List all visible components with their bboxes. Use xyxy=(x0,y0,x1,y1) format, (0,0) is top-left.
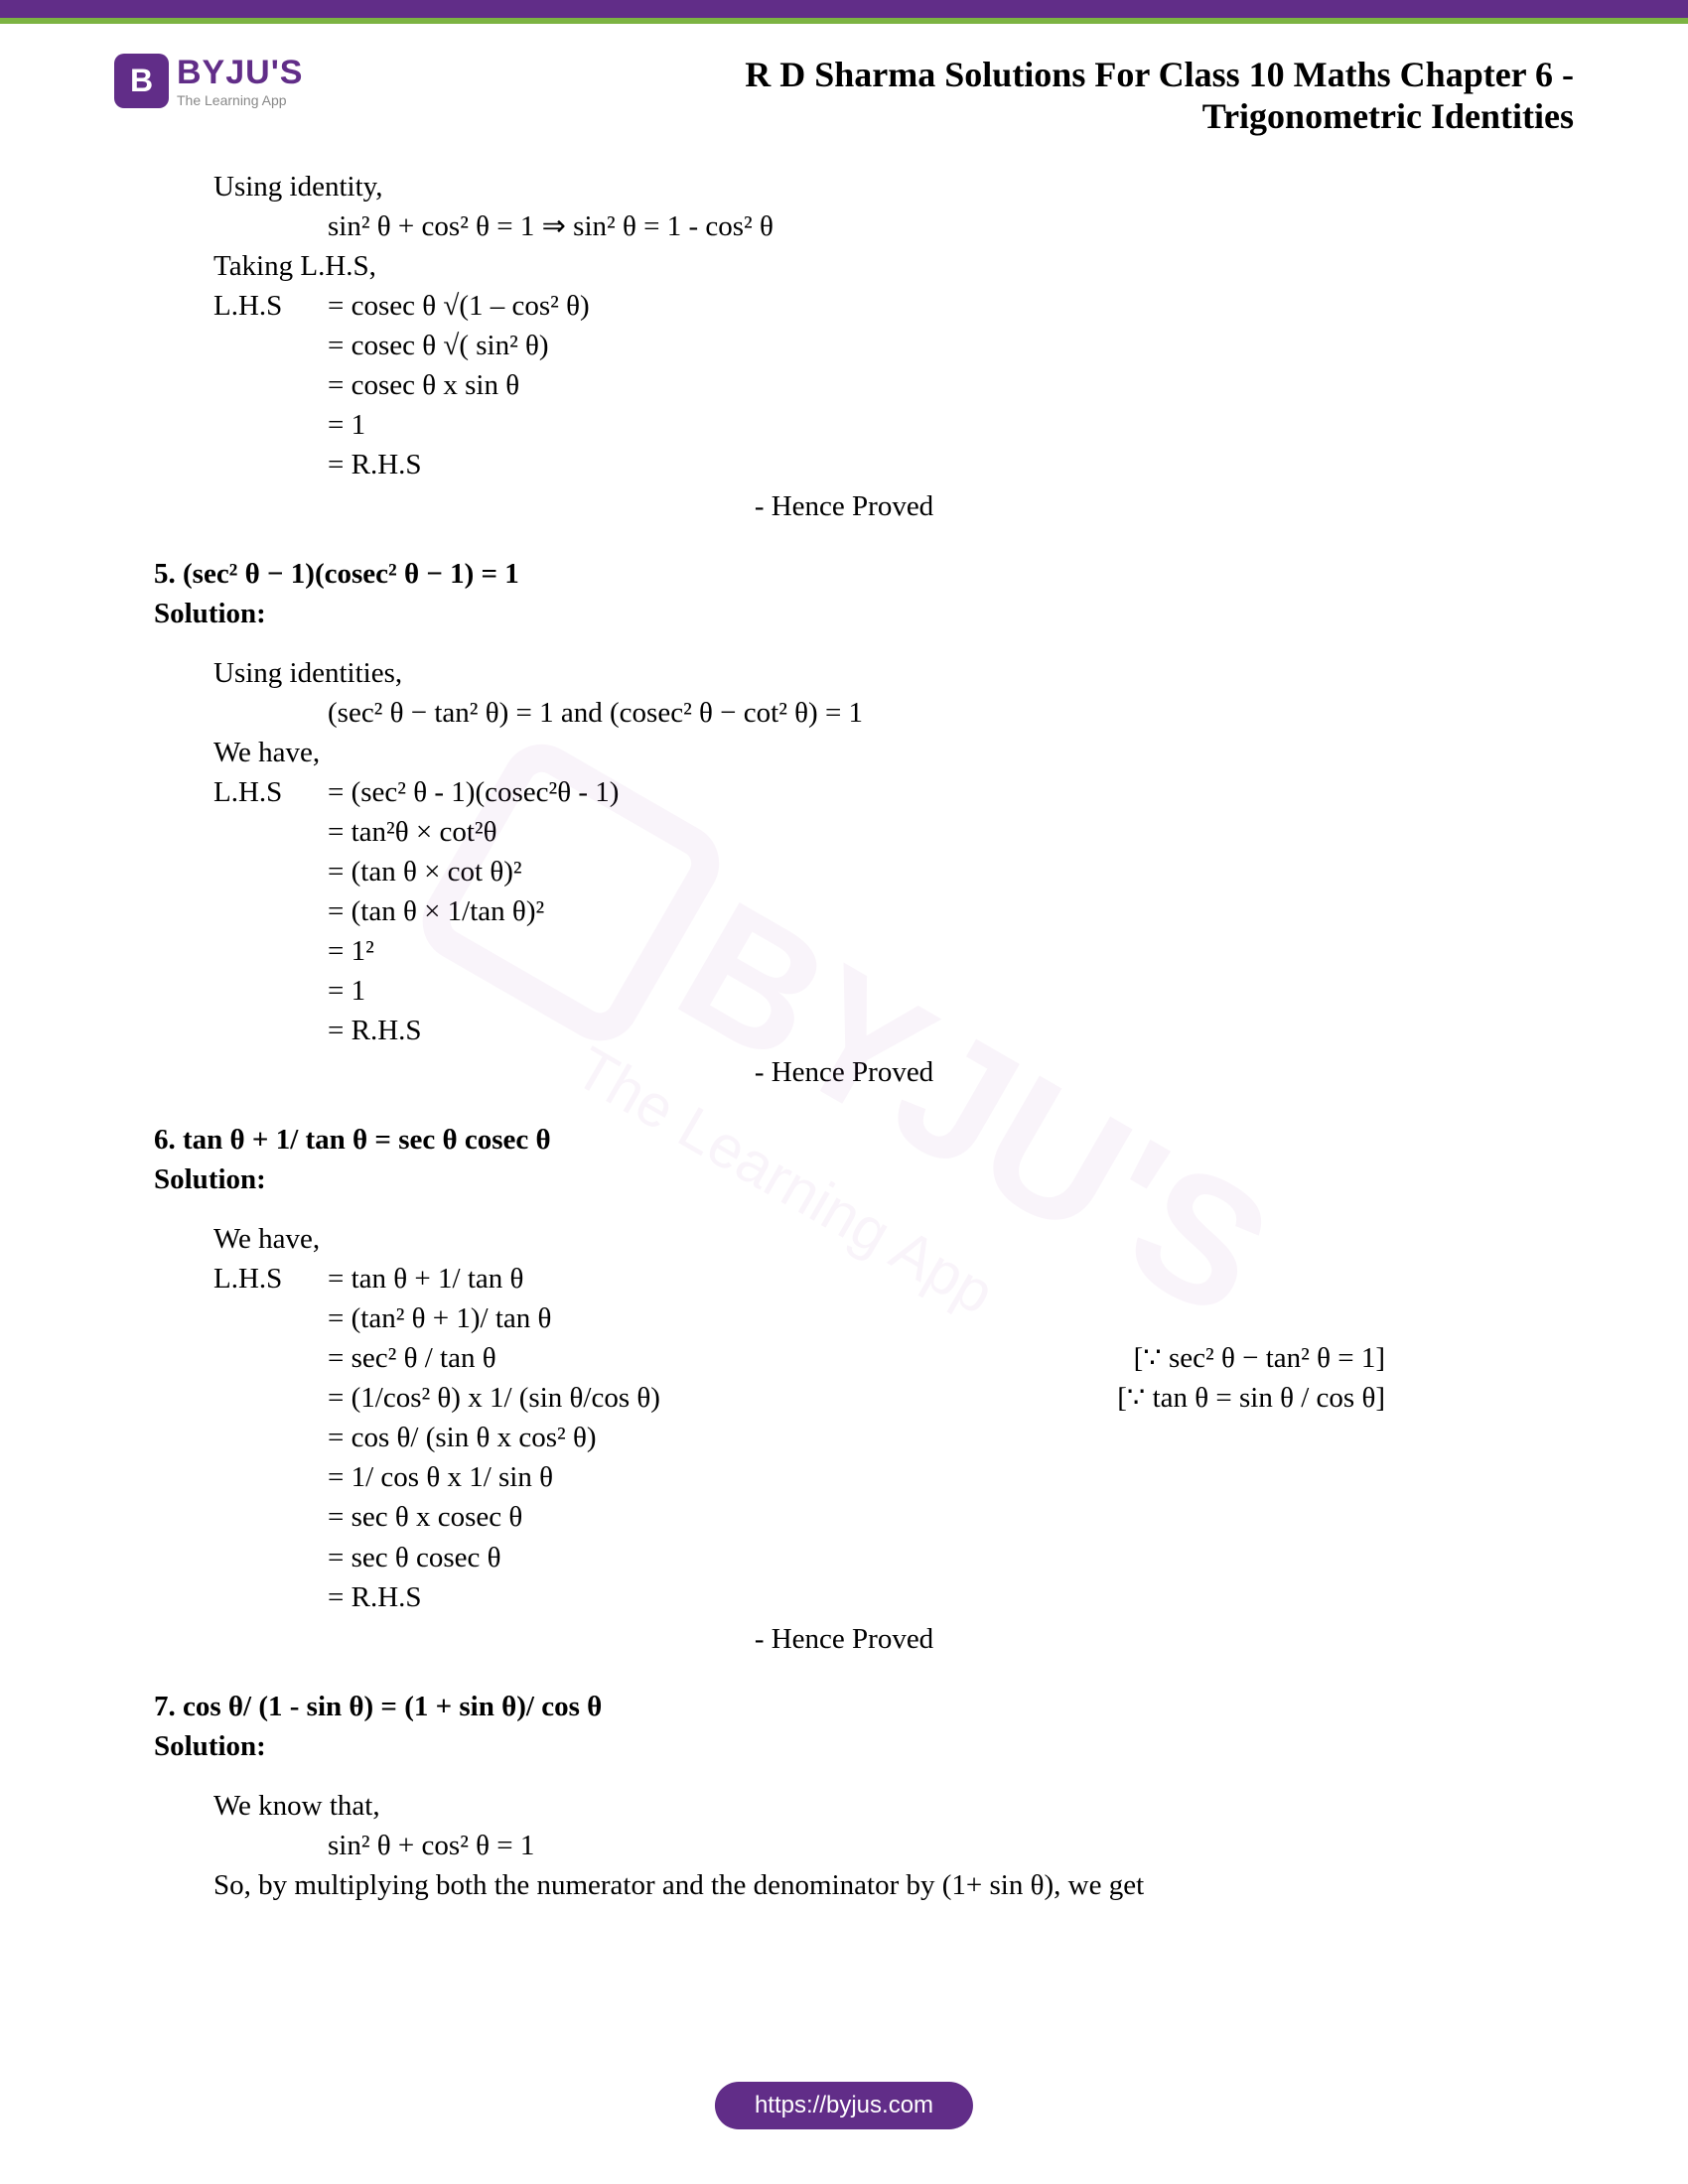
step-line: = 1² xyxy=(213,931,1534,971)
step-line: = tan θ + 1/ tan θ xyxy=(328,1259,523,1298)
text-line: Using identities, xyxy=(154,653,1534,693)
question-title: 7. cos θ/ (1 - sin θ) = (1 + sin θ)/ cos… xyxy=(154,1687,1534,1726)
text-line: sin² θ + cos² θ = 1 ⇒ sin² θ = 1 - cos² … xyxy=(154,206,1534,246)
step-line: = R.H.S xyxy=(213,1011,1534,1050)
step-line: = R.H.S xyxy=(213,445,1534,484)
step-line: = 1/ cos θ x 1/ sin θ xyxy=(213,1457,1534,1497)
text-line: We have, xyxy=(154,733,1534,772)
hence-proved: - Hence Proved xyxy=(154,1619,1534,1659)
content-body: Using identity, sin² θ + cos² θ = 1 ⇒ si… xyxy=(0,157,1688,1905)
step-line: = sec θ x cosec θ xyxy=(213,1497,1534,1537)
step-line: = (1/cos² θ) x 1/ (sin θ/cos θ) xyxy=(328,1378,660,1418)
solution-label: Solution: xyxy=(154,1160,1534,1199)
logo-letter: B xyxy=(130,63,153,99)
step-line: = (tan θ × cot θ)² xyxy=(213,852,1534,891)
step-line: = (tan² θ + 1)/ tan θ xyxy=(213,1298,1534,1338)
justification-note: [∵ sec² θ − tan² θ = 1] xyxy=(1134,1338,1534,1378)
justification-note: [∵ tan θ = sin θ / cos θ] xyxy=(1117,1378,1534,1418)
step-line: = cosec θ x sin θ xyxy=(213,365,1534,405)
lhs-block: L.H.S = tan θ + 1/ tan θ = (tan² θ + 1)/… xyxy=(154,1259,1534,1616)
step-line: = 1 xyxy=(213,405,1534,445)
text-line: sin² θ + cos² θ = 1 xyxy=(154,1826,1534,1865)
lhs-label: L.H.S xyxy=(213,772,328,812)
logo: B BYJU'S The Learning App xyxy=(114,54,303,108)
top-purple-bar xyxy=(0,0,1688,18)
step-line: = tan²θ × cot²θ xyxy=(213,812,1534,852)
text-line: Using identity, xyxy=(154,167,1534,206)
hence-proved: - Hence Proved xyxy=(154,486,1534,526)
page-header: B BYJU'S The Learning App R D Sharma Sol… xyxy=(0,24,1688,157)
lhs-label: L.H.S xyxy=(213,286,328,326)
step-line: = (sec² θ - 1)(cosec²θ - 1) xyxy=(328,772,619,812)
solution-label: Solution: xyxy=(154,1726,1534,1766)
lhs-block: L.H.S = (sec² θ - 1)(cosec²θ - 1) = tan²… xyxy=(154,772,1534,1050)
text-line: We have, xyxy=(154,1219,1534,1259)
hence-proved: - Hence Proved xyxy=(154,1052,1534,1092)
lhs-label: L.H.S xyxy=(213,1259,328,1298)
question-title: 6. tan θ + 1/ tan θ = sec θ cosec θ xyxy=(154,1120,1534,1160)
page-title: R D Sharma Solutions For Class 10 Maths … xyxy=(531,54,1574,137)
step-line: = R.H.S xyxy=(213,1577,1534,1617)
logo-text-block: BYJU'S The Learning App xyxy=(177,54,303,108)
logo-tagline: The Learning App xyxy=(177,92,303,108)
step-line: = cosec θ √( sin² θ) xyxy=(213,326,1534,365)
footer-url-badge: https://byjus.com xyxy=(715,2082,973,2129)
footer-url: https://byjus.com xyxy=(755,2092,933,2118)
text-line: So, by multiplying both the numerator an… xyxy=(154,1865,1534,1905)
question-title: 5. (sec² θ − 1)(cosec² θ − 1) = 1 xyxy=(154,554,1534,594)
text-line: (sec² θ − tan² θ) = 1 and (cosec² θ − co… xyxy=(154,693,1534,733)
logo-name: BYJU'S xyxy=(177,54,303,92)
step-line: = sec θ cosec θ xyxy=(213,1538,1534,1577)
step-line: = (tan θ × 1/tan θ)² xyxy=(213,891,1534,931)
text-line: Taking L.H.S, xyxy=(154,246,1534,286)
step-line: = 1 xyxy=(213,971,1534,1011)
step-line: = sec² θ / tan θ xyxy=(328,1338,496,1378)
lhs-block: L.H.S = cosec θ √(1 – cos² θ) = cosec θ … xyxy=(154,286,1534,484)
logo-badge-icon: B xyxy=(114,54,169,108)
step-line: = cosec θ √(1 – cos² θ) xyxy=(328,286,590,326)
solution-label: Solution: xyxy=(154,594,1534,633)
step-line: = cos θ/ (sin θ x cos² θ) xyxy=(213,1418,1534,1457)
text-line: We know that, xyxy=(154,1786,1534,1826)
